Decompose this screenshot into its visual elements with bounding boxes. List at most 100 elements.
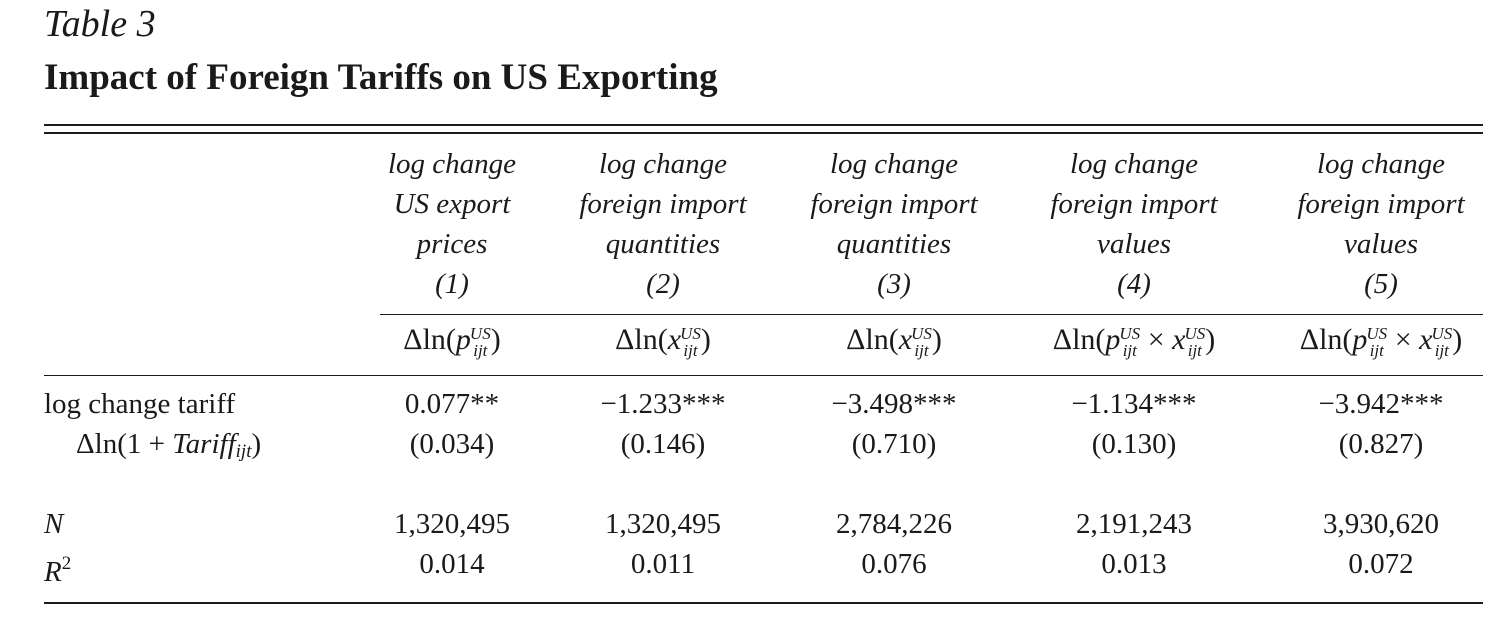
tariff-expression: Δln(1 + Tariffijt) [76,428,262,462]
column-header-number: (4) [1117,268,1151,300]
r2-row-label: R2 [44,553,72,588]
column-header-line3: prices [416,228,488,260]
depvar-times: × [1387,323,1420,356]
column-header-3: log change foreign import quantities (3) [776,144,1012,304]
depvar-sup: US [911,324,932,344]
depvar-sub: ijt [914,341,929,361]
n-cell-3: 2,784,226 [836,508,952,540]
dependent-variable-3: Δln(x US ijt) [776,318,1012,362]
depvar-scripts-b: US ijt [1431,325,1452,359]
top-rule [44,124,1483,126]
depvar-scripts: US ijt [1119,325,1140,359]
column-header-number: (1) [435,268,469,300]
coefficient-cell-2: −1.233*** [600,388,726,420]
column-header-4: log change foreign import values (4) [1016,144,1252,304]
depvar-sup: US [680,324,701,344]
column-header-number: (3) [877,268,911,300]
column-header-line3: quantities [605,228,721,260]
coefficient-cell-3: −3.498*** [831,388,957,420]
column-header-line2: foreign import [1050,188,1218,220]
depvar-sub: ijt [473,341,488,361]
column-header-line1: log change [1316,148,1446,180]
depvar-sup: US [1184,324,1206,344]
table-label: Table 3 [44,3,156,45]
n-cell-4: 2,191,243 [1076,508,1192,540]
depvar-symbol: p [1352,323,1368,356]
depvar-sub: ijt [1122,341,1137,361]
depvar-prefix: Δln( [846,323,899,356]
depvar-sup: US [1119,324,1141,344]
dependent-variable-4: Δln(p US ijt × x US ijt) [1016,318,1252,362]
depvar-suffix: ) [1452,323,1463,356]
column-header-number: (2) [646,268,680,300]
dependent-variable-5: Δln(p US ijt × x US ijt) [1263,318,1491,362]
depvar-scripts: US ijt [911,325,932,359]
coefficient-cell-4: −1.134*** [1071,388,1197,420]
depvar-suffix: ) [931,323,942,356]
depvar-prefix: Δln( [403,323,456,356]
depvar-symbol: p [1105,323,1121,356]
column-header-line2: foreign import [579,188,747,220]
depvar-symbol: p [455,323,471,356]
depvar-scripts-b: US ijt [1184,325,1205,359]
column-header-line2: foreign import [810,188,978,220]
column-header-line1: log change [1069,148,1199,180]
n-cell-5: 3,930,620 [1323,508,1439,540]
column-header-number: (5) [1364,268,1398,300]
std-error-cell-3: (0.710) [851,428,937,460]
n-row-label: N [44,508,64,540]
column-header-line2: foreign import [1297,188,1465,220]
column-header-1: log change US export prices (1) [334,144,570,304]
depvar-sub: ijt [683,341,698,361]
n-cell-1: 1,320,495 [394,508,510,540]
depvar-sub: ijt [1187,341,1202,361]
column-header-line3: values [1096,228,1172,260]
n-cell-2: 1,320,495 [605,508,721,540]
column-header-line2: US export [393,188,511,220]
dependent-variable-1: Δln(p US ijt) [334,318,570,362]
top-rule-second [44,132,1483,134]
depvar-prefix: Δln( [1052,323,1106,356]
column-header-line1: log change [598,148,728,180]
dependent-variable-2: Δln(x US ijt) [545,318,781,362]
depvar-sup: US [1431,324,1453,344]
depvar-scripts: US ijt [470,325,491,359]
column-header-line1: log change [387,148,517,180]
depvar-symbol-b: x [1419,323,1433,356]
depvar-sub: ijt [1369,341,1384,361]
depvar-prefix: Δln( [615,323,668,356]
r2-cell-2: 0.011 [630,548,696,580]
std-error-cell-1: (0.034) [409,428,495,460]
depvar-sup: US [1366,324,1388,344]
depvar-sub: ijt [1434,341,1449,361]
depvar-suffix: ) [1205,323,1216,356]
depvar-sup: US [469,324,491,344]
depvar-times: × [1140,323,1173,356]
header-rule [380,314,1483,315]
depvar-rule [44,375,1483,376]
depvar-suffix: ) [700,323,711,356]
column-header-line1: log change [829,148,959,180]
coefficient-cell-5: −3.942*** [1318,388,1444,420]
table-title: Impact of Foreign Tariffs on US Exportin… [44,57,718,98]
tariff-row-label: log change tariff [44,388,236,420]
depvar-scripts: US ijt [1366,325,1387,359]
depvar-symbol-b: x [1172,323,1186,356]
std-error-cell-4: (0.130) [1091,428,1177,460]
depvar-scripts: US ijt [680,325,701,359]
r2-cell-5: 0.072 [1348,548,1414,580]
r2-cell-1: 0.014 [419,548,485,580]
column-header-5: log change foreign import values (5) [1263,144,1491,304]
depvar-prefix: Δln( [1299,323,1353,356]
column-header-2: log change foreign import quantities (2) [545,144,781,304]
coefficient-cell-1: 0.077** [404,388,500,420]
column-header-line3: values [1343,228,1419,260]
std-error-cell-2: (0.146) [620,428,706,460]
column-header-line3: quantities [836,228,952,260]
r2-cell-4: 0.013 [1101,548,1167,580]
bottom-rule [44,602,1483,604]
std-error-cell-5: (0.827) [1338,428,1424,460]
depvar-suffix: ) [490,323,501,356]
depvar-symbol: x [667,323,682,356]
depvar-symbol: x [898,323,913,356]
